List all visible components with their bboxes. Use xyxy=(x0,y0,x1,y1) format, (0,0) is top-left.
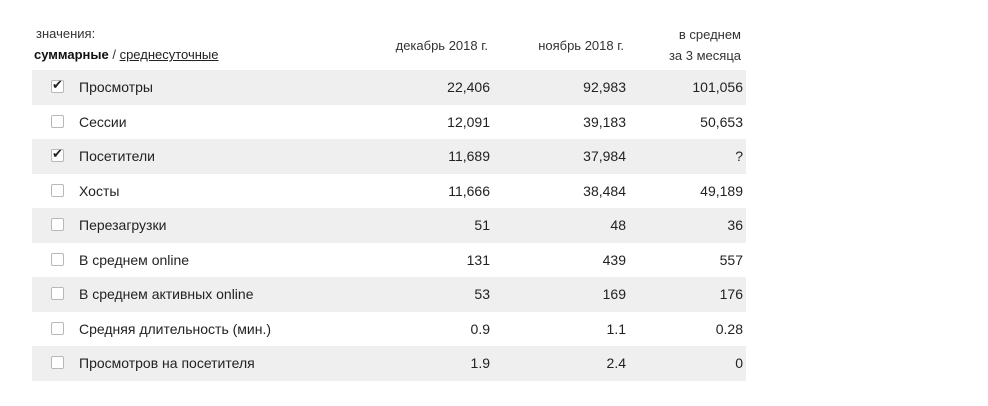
column-header-average: в среднем за 3 месяца xyxy=(669,24,741,66)
value-december: 53 xyxy=(474,286,490,302)
column-header-december: декабрь 2018 г. xyxy=(395,38,488,53)
row-label: В среднем активных online xyxy=(79,286,254,302)
row-label: Хосты xyxy=(79,182,120,199)
mode-total-active: суммарные xyxy=(34,47,109,62)
value-december: 0.9 xyxy=(470,320,490,337)
value-november: 37,984 xyxy=(583,148,626,164)
table-header: значения: суммарные / среднесуточные дек… xyxy=(32,18,746,70)
row-label: Перезагрузки xyxy=(79,217,167,233)
mode-daily-link[interactable]: среднесуточные xyxy=(119,47,219,62)
value-november: 169 xyxy=(602,286,626,302)
check-icon: ✔ xyxy=(52,77,63,92)
value-december: 11,666 xyxy=(448,182,490,199)
column-header-average-line2: за 3 месяца xyxy=(668,48,741,63)
values-label: значения: xyxy=(36,26,96,41)
table-body: ✔ Просмотры 22,406 92,983 101,056 Сессии 12,09… xyxy=(32,70,746,381)
value-december: 12,091 xyxy=(447,113,490,130)
value-average: 36 xyxy=(727,217,743,233)
row-checkbox[interactable] xyxy=(51,321,64,335)
row-checkbox[interactable]: ✔ xyxy=(51,77,64,93)
value-average: 176 xyxy=(719,286,743,302)
stats-table: значения: суммарные / среднесуточные дек… xyxy=(32,18,746,381)
row-checkbox[interactable]: ✔ xyxy=(51,146,64,162)
row-checkbox[interactable] xyxy=(51,183,64,197)
mode-switch: суммарные / среднесуточные xyxy=(34,47,219,62)
table-row: Сессии 12,091 39,183 50,653 xyxy=(32,105,746,140)
table-row: Хосты 11,666 38,484 49,189 xyxy=(32,174,746,209)
value-average: 0.28 xyxy=(715,320,743,337)
value-december: 11,689 xyxy=(448,148,490,164)
column-header-november: ноябрь 2018 г. xyxy=(538,38,624,53)
row-checkbox[interactable] xyxy=(51,252,64,266)
value-average: 101,056 xyxy=(692,79,743,95)
value-average: ? xyxy=(735,148,743,164)
value-november: 48 xyxy=(610,217,626,233)
row-label: Средняя длительность (мин.) xyxy=(79,320,272,337)
value-november: 1.1 xyxy=(606,320,626,337)
table-row: Просмотров на посетителя 1.9 2.4 0 xyxy=(32,346,746,381)
row-label: Просмотры xyxy=(79,79,153,95)
value-december: 22,406 xyxy=(447,79,490,95)
table-row: Перезагрузки 51 48 36 xyxy=(32,208,746,243)
value-december: 51 xyxy=(474,217,490,233)
value-average: 49,189 xyxy=(700,182,743,199)
value-december: 131 xyxy=(466,251,490,268)
row-checkbox[interactable] xyxy=(51,114,64,128)
table-row: Средняя длительность (мин.) 0.9 1.1 0.28 xyxy=(32,312,746,347)
row-checkbox[interactable] xyxy=(51,218,64,231)
row-label: Посетители xyxy=(79,148,155,164)
check-icon: ✔ xyxy=(52,146,63,161)
table-row: В среднем online 131 439 557 xyxy=(32,243,746,278)
row-label: Сессии xyxy=(79,113,127,130)
mode-separator: / xyxy=(108,47,120,62)
value-november: 92,983 xyxy=(583,79,626,95)
value-average: 0 xyxy=(735,355,743,371)
table-row: В среднем активных online 53 169 176 xyxy=(32,277,746,312)
row-label: В среднем online xyxy=(79,251,190,268)
column-header-average-line1: в среднем xyxy=(678,27,741,42)
value-december: 1.9 xyxy=(470,355,490,371)
table-row: ✔ Просмотры 22,406 92,983 101,056 xyxy=(32,70,746,105)
table-row: ✔ Посетители 11,689 37,984? xyxy=(32,139,746,174)
value-november: 39,183 xyxy=(583,113,626,130)
value-november: 2.4 xyxy=(606,355,626,371)
value-november: 439 xyxy=(602,251,626,268)
value-average: 50,653 xyxy=(700,113,743,130)
value-average: 557 xyxy=(719,251,743,268)
value-november: 38,484 xyxy=(583,182,626,199)
row-checkbox[interactable] xyxy=(51,287,64,300)
row-label: Просмотров на посетителя xyxy=(79,355,255,371)
row-checkbox[interactable] xyxy=(51,356,64,369)
